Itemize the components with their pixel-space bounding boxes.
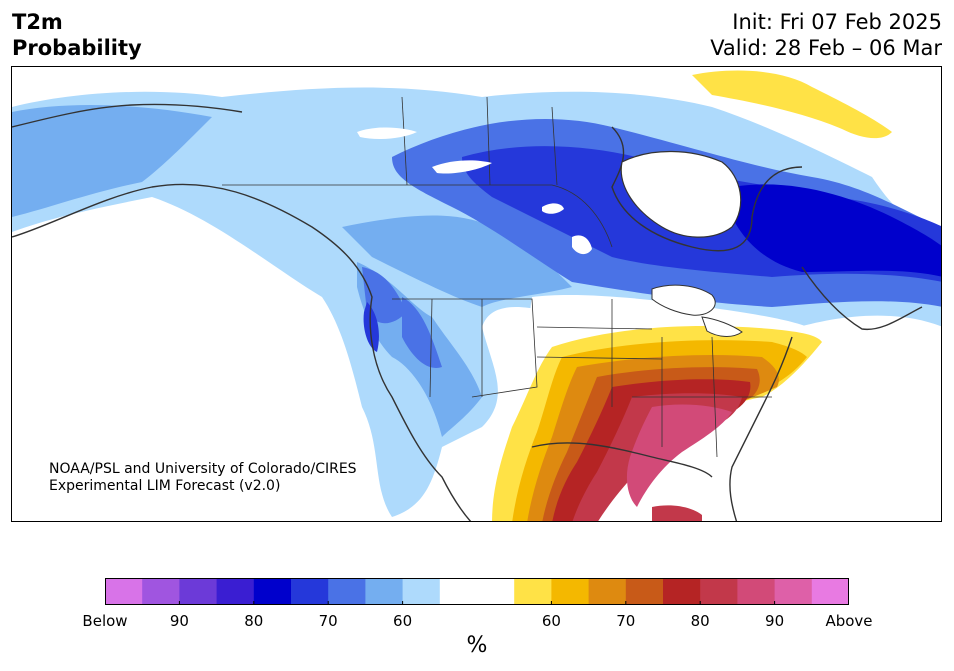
colorbar-segment	[105, 578, 143, 605]
colorbar-segment	[179, 578, 218, 605]
colorbar-tick-label: 80	[244, 612, 264, 630]
colorbar-segment	[663, 578, 701, 605]
colorbar-segment	[700, 578, 738, 605]
colorbar-segment	[625, 578, 664, 605]
coastlines	[12, 103, 923, 521]
forecast-dates: Init: Fri 07 Feb 2025 Valid: 28 Feb – 06…	[710, 9, 942, 61]
forecast-credit: NOAA/PSL and University of Colorado/CIRE…	[49, 461, 357, 495]
lake-winnipeg	[572, 235, 592, 255]
colorbar-unit: %	[466, 633, 488, 658]
valid-period: Valid: 28 Feb – 06 Mar	[710, 36, 942, 60]
colorbar-tick-label: 60	[541, 612, 561, 630]
forecast-map	[11, 66, 942, 522]
below-80-region	[732, 184, 941, 277]
colorbar-tick-label: 60	[393, 612, 413, 630]
colorbar-segment	[216, 578, 255, 605]
colorbar-segment	[588, 578, 627, 605]
colorbar-segment	[439, 578, 478, 605]
lake-athabasca	[542, 203, 564, 214]
colorbar-segment	[811, 578, 849, 605]
colorbar-tick-label: Above	[825, 612, 873, 630]
colorbar-tick-label: 70	[318, 612, 338, 630]
colorbar-segment	[774, 578, 813, 605]
colorbar-segment	[291, 578, 329, 605]
colorbar-tick-label: 90	[765, 612, 785, 630]
colorbar-segment	[253, 578, 292, 605]
title-subtitle: Probability	[12, 36, 142, 60]
great-lakes	[651, 284, 743, 337]
credit-product: Experimental LIM Forecast (v2.0)	[49, 478, 281, 494]
colorbar-segment	[551, 578, 590, 605]
colorbar-segment	[328, 578, 366, 605]
colorbar-segment	[402, 578, 441, 605]
colorbar-segment	[514, 578, 552, 605]
map-canvas	[12, 70, 941, 521]
above-85-region	[626, 404, 732, 507]
colorbar-border	[105, 578, 849, 605]
colorbar-segment	[737, 578, 776, 605]
colorbar-tick-label: 70	[616, 612, 636, 630]
greenland-above-region	[692, 70, 892, 139]
init-date: Init: Fri 07 Feb 2025	[732, 10, 942, 34]
colorbar-segment	[142, 578, 180, 605]
great-bear-lake	[432, 160, 492, 174]
map-title: T2m Probability	[12, 9, 142, 61]
colorbar-segment	[365, 578, 404, 605]
title-variable: T2m	[12, 10, 63, 34]
probability-colorbar	[105, 578, 849, 605]
colorbar-tick-label: 90	[169, 612, 189, 630]
political-borders	[222, 96, 772, 458]
colorbar-tick-label: 80	[690, 612, 710, 630]
colorbar-tick-label: Below	[82, 612, 128, 630]
great-slave-lake	[357, 127, 417, 140]
hudson-bay	[620, 150, 742, 238]
credit-institution: NOAA/PSL and University of Colorado/CIRE…	[49, 461, 357, 477]
colorbar-segment	[477, 578, 515, 605]
